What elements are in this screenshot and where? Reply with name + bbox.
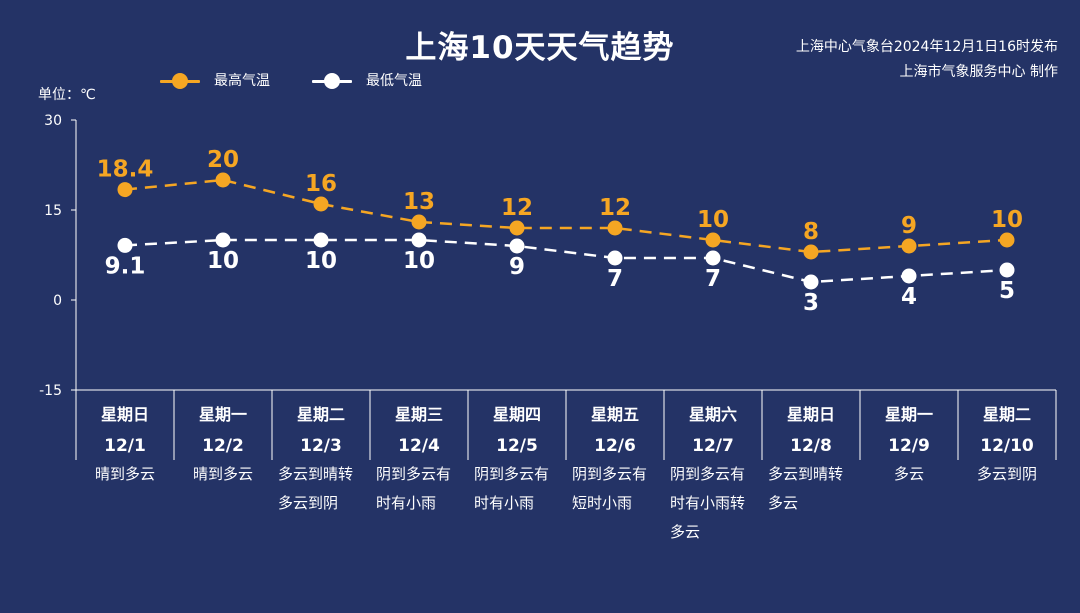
low-temp-label: 3 <box>803 290 819 316</box>
day-column: 星期六 12/7 阴到多云有 时有小雨转 多云 <box>664 392 762 547</box>
low-temp-point <box>117 237 133 253</box>
low-temp-line <box>124 238 1008 284</box>
date-label: 12/6 <box>594 436 636 456</box>
day-column: 星期日 12/8 多云到晴转 多云 <box>762 392 860 518</box>
producer-line: 上海市气象服务中心 制作 <box>899 64 1058 80</box>
legend-high-label: 最高气温 <box>214 73 270 89</box>
legend-low-marker-icon <box>324 73 340 89</box>
low-temp-label: 9 <box>509 254 525 280</box>
weekday-label: 星期四 <box>492 405 541 424</box>
unit-label: 单位：℃ <box>38 87 96 103</box>
weather-description: 晴到多云 <box>192 465 253 483</box>
low-temp-point <box>313 232 329 248</box>
low-temp-point <box>509 238 525 254</box>
low-temp-point <box>999 262 1015 278</box>
high-temp-label: 13 <box>403 189 435 215</box>
high-temp-label: 10 <box>697 207 729 233</box>
low-temp-label: 10 <box>403 248 435 274</box>
date-label: 12/3 <box>300 436 342 456</box>
date-label: 12/5 <box>496 436 538 456</box>
weather-description: 阴到多云有 时有小雨 <box>376 465 452 512</box>
weather-description: 多云 <box>893 465 924 483</box>
weekday-label: 星期六 <box>688 405 737 424</box>
high-temp-point <box>117 182 133 198</box>
weather-description: 多云到阴 <box>976 465 1037 483</box>
legend-low: 最低气温 <box>312 73 442 89</box>
date-label: 12/10 <box>980 436 1034 456</box>
low-temp-point <box>215 232 231 248</box>
issuer-line: 上海中心气象台2024年12月1日16时发布 <box>795 39 1058 55</box>
y-tick-label: 15 <box>44 203 62 219</box>
weather-description: 晴到多云 <box>94 465 155 483</box>
high-temp-point <box>999 232 1015 248</box>
y-tick-label: 30 <box>44 113 62 129</box>
low-temp-label: 4 <box>901 284 917 310</box>
low-temp-point <box>607 250 623 266</box>
weather-description: 阴到多云有 短时小雨 <box>572 465 648 512</box>
weekday-label: 星期二 <box>296 405 345 424</box>
weekday-label: 星期五 <box>590 405 639 424</box>
legend-low-label: 最低气温 <box>366 73 422 89</box>
y-tick-label: -15 <box>39 383 62 399</box>
weekday-label: 星期日 <box>100 405 149 424</box>
low-temp-point <box>803 274 819 290</box>
date-label: 12/2 <box>202 436 244 456</box>
day-column: 星期二 12/3 多云到晴转 多云到阴 <box>272 392 370 518</box>
high-temp-point <box>705 232 721 248</box>
date-label: 12/8 <box>790 436 832 456</box>
high-temp-label: 16 <box>305 171 337 197</box>
legend-high: 最高气温 <box>160 73 290 89</box>
low-temp-point <box>411 232 427 248</box>
high-temp-label: 12 <box>501 195 533 221</box>
weekday-label: 星期日 <box>786 405 835 424</box>
day-column: 星期四 12/5 阴到多云有 时有小雨 <box>468 392 566 518</box>
high-temp-point <box>313 196 329 212</box>
weather-description: 阴到多云有 时有小雨转 多云 <box>670 465 746 541</box>
weekday-label: 星期一 <box>198 405 247 424</box>
high-temp-label: 9 <box>901 213 917 239</box>
legend-high-marker-icon <box>172 73 188 89</box>
date-label: 12/9 <box>888 436 930 456</box>
high-temp-point <box>901 238 917 254</box>
low-temp-label: 10 <box>207 248 239 274</box>
high-temp-label: 10 <box>991 207 1023 233</box>
date-label: 12/1 <box>104 436 146 456</box>
weekday-label: 星期二 <box>982 405 1031 424</box>
weather-description: 多云到晴转 多云 <box>768 465 844 512</box>
day-column: 星期二 12/10 多云到阴 <box>958 392 1056 489</box>
high-temp-label: 12 <box>599 195 631 221</box>
day-column: 星期一 12/9 多云 <box>860 392 958 489</box>
high-temp-point <box>607 220 623 236</box>
day-column: 星期一 12/2 晴到多云 <box>174 392 272 489</box>
weather-description: 多云到晴转 多云到阴 <box>278 465 354 512</box>
date-label: 12/4 <box>398 436 440 456</box>
weekday-label: 星期一 <box>884 405 933 424</box>
high-temp-label: 20 <box>207 147 239 173</box>
low-temp-label: 10 <box>305 248 337 274</box>
high-temp-label: 18.4 <box>97 157 154 183</box>
low-temp-label: 7 <box>705 266 721 292</box>
high-temp-point <box>803 244 819 260</box>
day-column: 星期日 12/1 晴到多云 <box>76 392 174 489</box>
high-temp-label: 8 <box>803 219 819 245</box>
low-temp-label: 5 <box>999 278 1015 304</box>
weather-description: 阴到多云有 时有小雨 <box>474 465 550 512</box>
day-column: 星期三 12/4 阴到多云有 时有小雨 <box>370 392 468 518</box>
low-temp-label: 7 <box>607 266 623 292</box>
high-temp-point <box>215 172 231 188</box>
chart-title: 上海10天天气趋势 <box>405 30 675 66</box>
high-temp-point <box>411 214 427 230</box>
y-tick-label: 0 <box>53 293 62 309</box>
date-label: 12/7 <box>692 436 734 456</box>
low-temp-point <box>705 250 721 266</box>
high-temp-line <box>124 178 1008 254</box>
low-temp-label: 9.1 <box>105 253 146 279</box>
day-column: 星期五 12/6 阴到多云有 短时小雨 <box>566 392 664 518</box>
high-temp-point <box>509 220 525 236</box>
weekday-label: 星期三 <box>394 405 443 424</box>
low-temp-point <box>901 268 917 284</box>
